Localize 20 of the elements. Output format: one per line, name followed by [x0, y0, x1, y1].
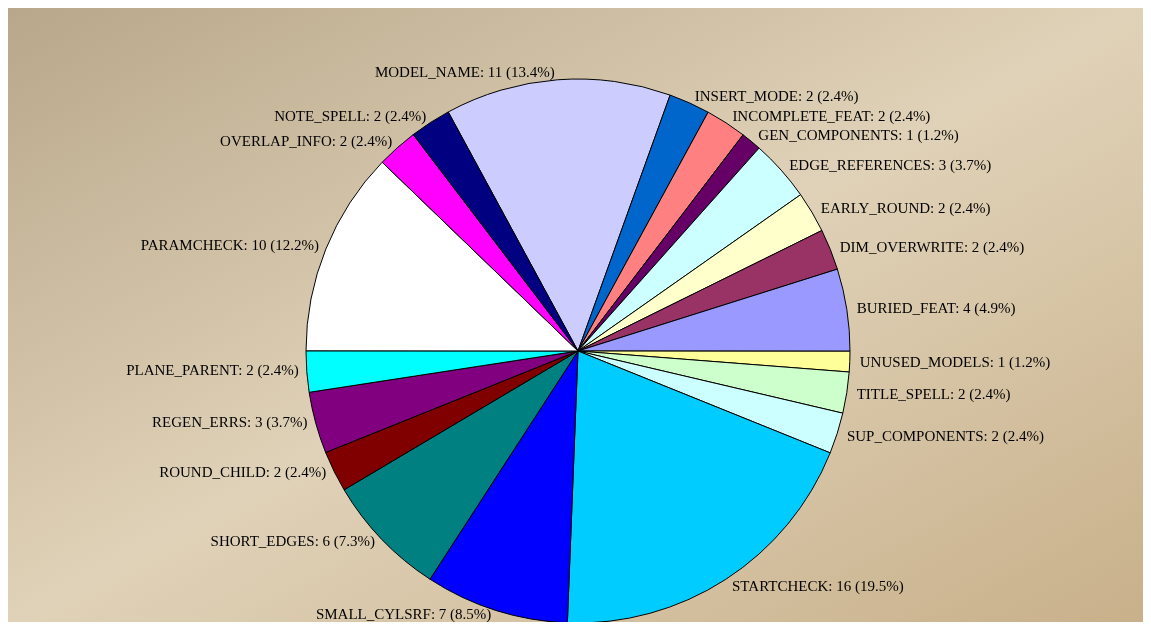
- slice-label: REGEN_ERRS: 3 (3.7%): [152, 414, 308, 432]
- slice-label: NOTE_SPELL: 2 (2.4%): [274, 107, 427, 125]
- slice-label: BURIED_FEAT: 4 (4.9%): [856, 300, 1016, 318]
- slice-label: TITLE_SPELL: 2 (2.4%): [856, 385, 1011, 403]
- slice-label: EARLY_ROUND: 2 (2.4%): [820, 200, 991, 218]
- slice-label: ROUND_CHILD: 2 (2.4%): [159, 463, 327, 481]
- slice-label: GEN_COMPONENTS: 1 (1.2%): [758, 127, 959, 145]
- slice-label: SMALL_CYLSRF: 7 (8.5%): [315, 605, 492, 623]
- slice-label: EDGE_REFERENCES: 3 (3.7%): [789, 156, 992, 174]
- slice-label: SHORT_EDGES: 6 (7.3%): [210, 533, 376, 551]
- slice-label: DIM_OVERWRITE: 2 (2.4%): [839, 238, 1025, 256]
- slice-label: UNUSED_MODELS: 1 (1.2%): [859, 353, 1051, 371]
- slice-label: OVERLAP_INFO: 2 (2.4%): [220, 133, 393, 151]
- slice-label: MODEL_NAME: 11 (13.4%): [374, 63, 555, 81]
- slice-label: PARAMCHECK: 10 (12.2%): [140, 236, 319, 254]
- slice-label: SUP_COMPONENTS: 2 (2.4%): [846, 427, 1044, 445]
- slice-label: PLANE_PARENT: 2 (2.4%): [126, 361, 299, 379]
- slice-label: INCOMPLETE_FEAT: 2 (2.4%): [732, 108, 931, 126]
- slice-label: INSERT_MODE: 2 (2.4%): [694, 87, 859, 105]
- slice-label: STARTCHECK: 16 (19.5%): [732, 578, 904, 596]
